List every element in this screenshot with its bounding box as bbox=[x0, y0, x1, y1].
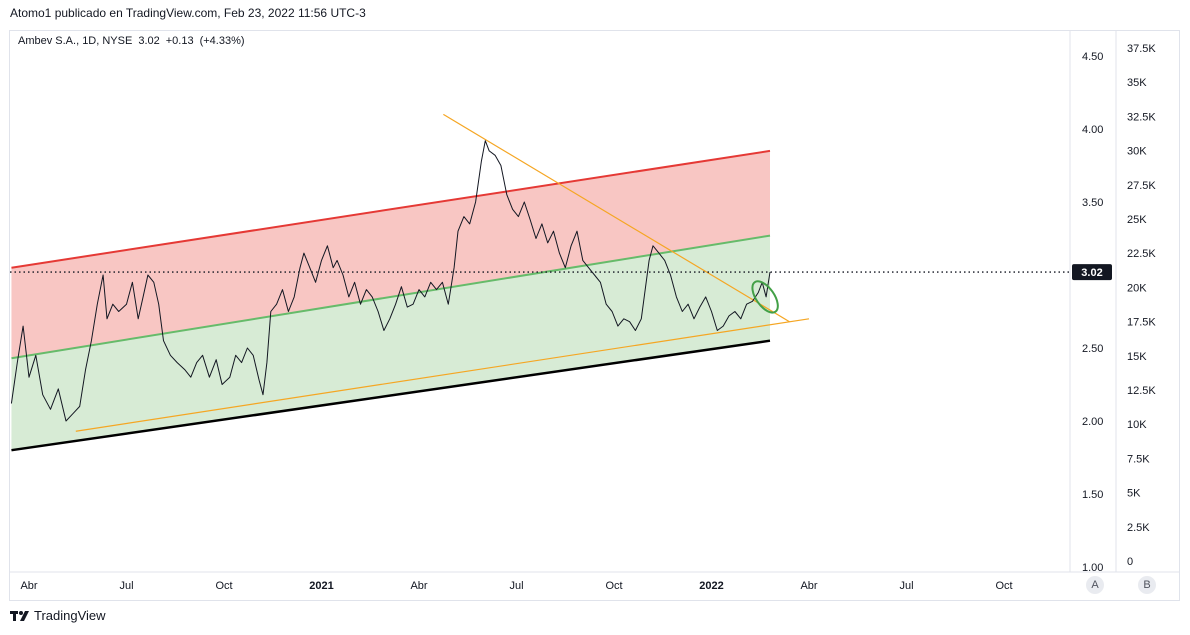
price-axis-label: 4.50 bbox=[1082, 51, 1103, 63]
time-axis-label: Jul bbox=[509, 580, 523, 592]
time-axis-label: Abr bbox=[800, 580, 817, 592]
price-axis-label: 2.00 bbox=[1082, 416, 1103, 428]
time-axis-label: Oct bbox=[215, 580, 232, 592]
volume-axis-label: 25K bbox=[1127, 214, 1147, 226]
tradingview-brand: TradingView bbox=[10, 608, 106, 623]
upper-channel-fill bbox=[11, 150, 770, 359]
volume-axis-label: 37.5K bbox=[1127, 43, 1156, 55]
time-axis-label: 2021 bbox=[309, 580, 333, 592]
middle-channel-line bbox=[11, 234, 771, 360]
brand-name: TradingView bbox=[34, 608, 106, 623]
time-axis-label: Abr bbox=[410, 580, 427, 592]
legend-symbol: Ambev S.A., 1D, NYSE bbox=[18, 35, 133, 47]
price-series-line bbox=[10, 140, 771, 422]
auto-scale-button[interactable]: A bbox=[1086, 576, 1104, 594]
price-axis-label: 4.00 bbox=[1082, 124, 1103, 136]
last-price-label: 3.02 bbox=[1081, 267, 1102, 279]
volume-axis-label: 7.5K bbox=[1127, 453, 1150, 465]
ascending-trendline bbox=[75, 318, 810, 432]
volume-axis-label: 22.5K bbox=[1127, 248, 1156, 260]
volume-axis-label: 30K bbox=[1127, 146, 1147, 158]
volume-axis-label: 2.5K bbox=[1127, 522, 1150, 534]
volume-axis-label: 12.5K bbox=[1127, 385, 1156, 397]
last-price-label-box bbox=[1072, 264, 1112, 281]
price-axis-label: 2.50 bbox=[1082, 343, 1103, 355]
time-axis-label: Oct bbox=[995, 580, 1012, 592]
volume-axis-label: 35K bbox=[1127, 77, 1147, 89]
volume-axis-label: 10K bbox=[1127, 419, 1147, 431]
lower-channel-fill bbox=[11, 235, 770, 451]
chart-frame bbox=[9, 30, 1180, 601]
price-axis-label: 1.50 bbox=[1082, 489, 1103, 501]
lower-channel-line bbox=[11, 339, 771, 452]
time-axis-label: Abr bbox=[20, 580, 37, 592]
breakout-highlight-circle bbox=[751, 280, 779, 314]
time-axis-label: Jul bbox=[119, 580, 133, 592]
publish-info: Atomo1 publicado en TradingView.com, Feb… bbox=[10, 6, 366, 20]
time-axis-label: Oct bbox=[605, 580, 622, 592]
volume-axis-label: 20K bbox=[1127, 282, 1147, 294]
time-axis-label: 2022 bbox=[699, 580, 723, 592]
legend-change-percent: (+4.33%) bbox=[199, 35, 245, 47]
volume-axis-label: 15K bbox=[1127, 351, 1147, 363]
upper-channel-line bbox=[11, 149, 771, 269]
volume-scale-button[interactable]: B bbox=[1138, 576, 1156, 594]
time-axis-label: Jul bbox=[899, 580, 913, 592]
volume-axis-label: 32.5K bbox=[1127, 111, 1156, 123]
descending-trendline bbox=[443, 113, 790, 323]
legend-last-price: 3.02 bbox=[138, 35, 160, 47]
chart-legend: Ambev S.A., 1D, NYSE 3.02 +0.13 (+4.33%) bbox=[18, 35, 245, 47]
volume-axis-label: 27.5K bbox=[1127, 180, 1156, 192]
price-axis-label: 1.00 bbox=[1082, 562, 1103, 574]
volume-axis-label: 17.5K bbox=[1127, 317, 1156, 329]
price-axis-label: 3.50 bbox=[1082, 197, 1103, 209]
volume-axis-label: 5K bbox=[1127, 488, 1141, 500]
legend-change: +0.13 bbox=[165, 35, 194, 47]
tradingview-logo-icon bbox=[10, 609, 30, 623]
volume-axis-label: 0 bbox=[1127, 556, 1133, 568]
